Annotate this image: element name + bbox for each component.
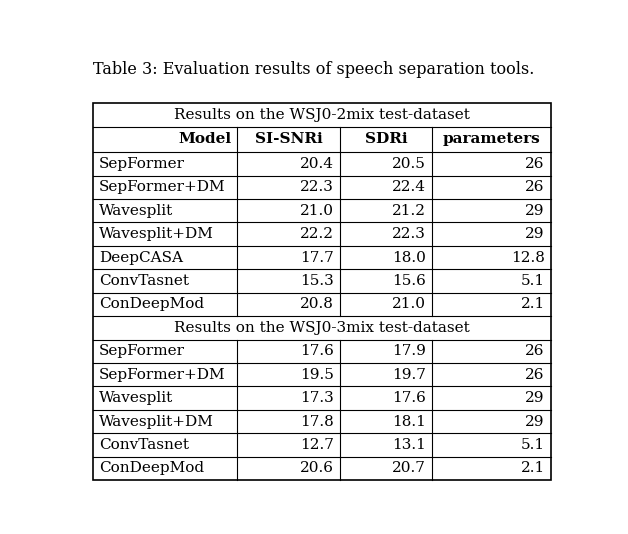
Text: ConvTasnet: ConvTasnet xyxy=(99,438,189,452)
Text: 17.7: 17.7 xyxy=(301,250,334,264)
Text: 2.1: 2.1 xyxy=(521,461,544,475)
Text: SepFormer+DM: SepFormer+DM xyxy=(99,180,225,194)
Text: 29: 29 xyxy=(525,391,544,405)
Text: SI-SNRi: SI-SNRi xyxy=(255,132,323,146)
Text: 21.0: 21.0 xyxy=(392,297,426,311)
Text: 26: 26 xyxy=(525,157,544,171)
Text: 26: 26 xyxy=(525,344,544,358)
Text: 15.6: 15.6 xyxy=(392,274,426,288)
Text: 22.4: 22.4 xyxy=(392,180,426,194)
Text: 22.3: 22.3 xyxy=(392,227,426,241)
Text: ConvTasnet: ConvTasnet xyxy=(99,274,189,288)
Text: SepFormer: SepFormer xyxy=(99,344,185,358)
Text: 19.5: 19.5 xyxy=(300,368,334,382)
Text: ConDeepMod: ConDeepMod xyxy=(99,461,204,475)
Text: 22.2: 22.2 xyxy=(300,227,334,241)
Text: 18.0: 18.0 xyxy=(392,250,426,264)
Text: 12.7: 12.7 xyxy=(300,438,334,452)
Text: 2.1: 2.1 xyxy=(521,297,544,311)
Text: Wavesplit+DM: Wavesplit+DM xyxy=(99,227,214,241)
Text: 21.2: 21.2 xyxy=(392,203,426,218)
Text: 17.3: 17.3 xyxy=(301,391,334,405)
Text: Results on the WSJ0-2mix test-dataset: Results on the WSJ0-2mix test-dataset xyxy=(174,108,470,122)
Text: 29: 29 xyxy=(525,414,544,429)
Text: 20.7: 20.7 xyxy=(392,461,426,475)
Text: 21.0: 21.0 xyxy=(300,203,334,218)
Text: 15.3: 15.3 xyxy=(301,274,334,288)
Text: 22.3: 22.3 xyxy=(300,180,334,194)
Text: 13.1: 13.1 xyxy=(392,438,426,452)
Text: Results on the WSJ0-3mix test-dataset: Results on the WSJ0-3mix test-dataset xyxy=(174,321,470,335)
Text: 26: 26 xyxy=(525,368,544,382)
Text: SDRi: SDRi xyxy=(365,132,407,146)
Text: 5.1: 5.1 xyxy=(521,274,544,288)
Text: 29: 29 xyxy=(525,203,544,218)
Text: parameters: parameters xyxy=(442,132,540,146)
Text: 12.8: 12.8 xyxy=(511,250,544,264)
Text: SepFormer+DM: SepFormer+DM xyxy=(99,368,225,382)
Text: 29: 29 xyxy=(525,227,544,241)
Text: 5.1: 5.1 xyxy=(521,438,544,452)
Text: ConDeepMod: ConDeepMod xyxy=(99,297,204,311)
Text: Table 3: Evaluation results of speech separation tools.: Table 3: Evaluation results of speech se… xyxy=(93,61,534,78)
Text: 17.9: 17.9 xyxy=(392,344,426,358)
Text: 20.4: 20.4 xyxy=(300,157,334,171)
Text: 20.5: 20.5 xyxy=(392,157,426,171)
Text: 17.6: 17.6 xyxy=(300,344,334,358)
Text: 20.8: 20.8 xyxy=(300,297,334,311)
Text: 18.1: 18.1 xyxy=(392,414,426,429)
Text: Wavesplit: Wavesplit xyxy=(99,203,173,218)
Text: Wavesplit: Wavesplit xyxy=(99,391,173,405)
Text: 17.8: 17.8 xyxy=(301,414,334,429)
Text: 17.6: 17.6 xyxy=(392,391,426,405)
Text: Wavesplit+DM: Wavesplit+DM xyxy=(99,414,214,429)
Text: 19.7: 19.7 xyxy=(392,368,426,382)
Text: Model: Model xyxy=(178,132,231,146)
Text: SepFormer: SepFormer xyxy=(99,157,185,171)
Text: 26: 26 xyxy=(525,180,544,194)
Text: DeepCASA: DeepCASA xyxy=(99,250,183,264)
Text: 20.6: 20.6 xyxy=(300,461,334,475)
